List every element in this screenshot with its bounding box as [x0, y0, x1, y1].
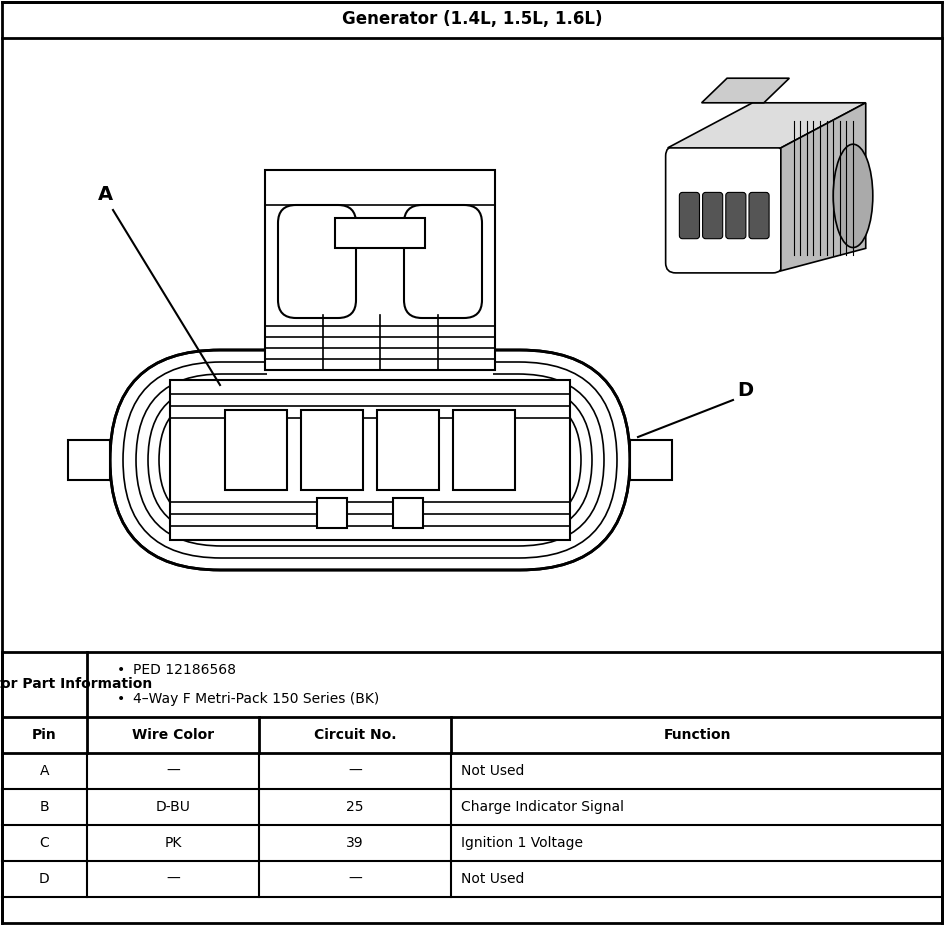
Bar	[393, 498, 423, 528]
Bar	[630, 440, 672, 480]
Text: Not Used: Not Used	[461, 872, 524, 886]
Text: Pin: Pin	[32, 728, 57, 742]
Polygon shape	[701, 79, 789, 103]
Text: 4–Way F Metri-Pack 150 Series (BK): 4–Way F Metri-Pack 150 Series (BK)	[133, 692, 379, 706]
Text: —: —	[348, 764, 362, 778]
Text: D: D	[737, 380, 753, 400]
FancyBboxPatch shape	[702, 192, 723, 239]
Text: —: —	[166, 764, 180, 778]
FancyBboxPatch shape	[110, 350, 630, 570]
Text: Function: Function	[664, 728, 732, 742]
FancyBboxPatch shape	[666, 146, 783, 273]
Text: A: A	[40, 764, 49, 778]
Ellipse shape	[834, 144, 873, 248]
Polygon shape	[781, 103, 866, 271]
Text: Not Used: Not Used	[461, 764, 524, 778]
FancyBboxPatch shape	[278, 205, 356, 318]
FancyBboxPatch shape	[680, 192, 700, 239]
Text: Charge Indicator Signal: Charge Indicator Signal	[461, 800, 624, 814]
FancyBboxPatch shape	[749, 192, 769, 239]
Bar	[68, 440, 110, 480]
Bar	[335, 218, 425, 248]
Text: PK: PK	[164, 836, 181, 850]
Polygon shape	[667, 103, 866, 148]
FancyBboxPatch shape	[726, 192, 746, 239]
Text: D-BU: D-BU	[156, 800, 191, 814]
Text: —: —	[166, 872, 180, 886]
Bar	[301, 410, 363, 490]
Text: Circuit No.: Circuit No.	[313, 728, 396, 742]
Text: C: C	[40, 836, 49, 850]
Bar	[377, 410, 439, 490]
Text: A: A	[97, 186, 112, 204]
Bar	[265, 170, 495, 370]
Bar	[267, 355, 493, 385]
Bar	[317, 498, 347, 528]
Text: •: •	[117, 663, 126, 677]
Text: B: B	[40, 800, 49, 814]
Bar	[170, 380, 570, 540]
Text: D: D	[39, 872, 50, 886]
FancyBboxPatch shape	[404, 205, 482, 318]
Text: 39: 39	[346, 836, 363, 850]
Text: Ignition 1 Voltage: Ignition 1 Voltage	[461, 836, 583, 850]
Text: 25: 25	[346, 800, 363, 814]
Text: PED 12186568: PED 12186568	[133, 663, 236, 677]
Text: Connector Part Information: Connector Part Information	[0, 677, 152, 692]
Text: •: •	[117, 692, 126, 706]
Bar	[453, 410, 515, 490]
Text: Generator (1.4L, 1.5L, 1.6L): Generator (1.4L, 1.5L, 1.6L)	[342, 10, 602, 28]
Text: Wire Color: Wire Color	[132, 728, 214, 742]
Bar	[225, 410, 287, 490]
Text: —: —	[348, 872, 362, 886]
